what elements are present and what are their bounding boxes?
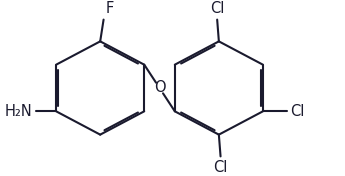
Text: F: F bbox=[105, 1, 114, 17]
Text: Cl: Cl bbox=[210, 1, 224, 17]
Text: Cl: Cl bbox=[213, 159, 228, 175]
Text: O: O bbox=[154, 80, 165, 96]
Text: Cl: Cl bbox=[290, 104, 304, 119]
Text: H₂N: H₂N bbox=[5, 104, 32, 119]
